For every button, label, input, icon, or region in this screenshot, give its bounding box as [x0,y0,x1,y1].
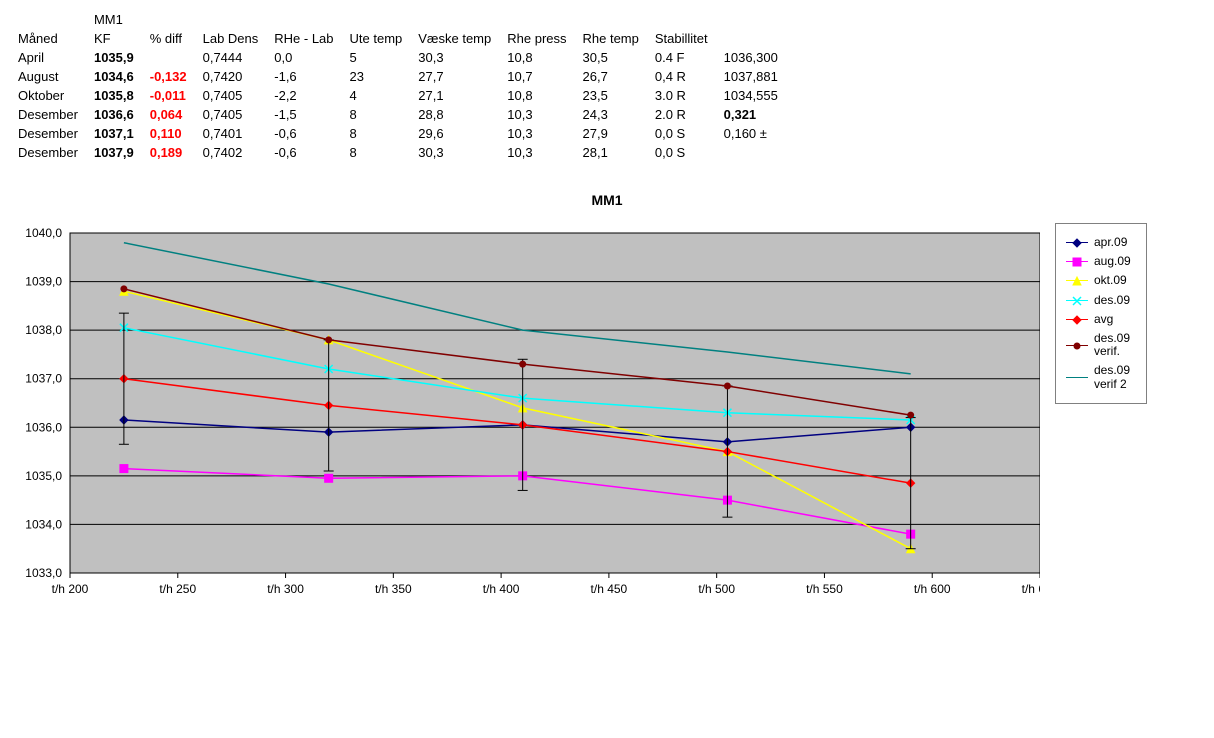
col-2: % diff [142,29,195,48]
col-9: Stabillitet [647,29,716,48]
svg-text:t/h 400: t/h 400 [483,582,520,596]
table-row: April1035,90,74440,0530,310,830,50.4 F10… [10,48,786,67]
table-row: Desember1037,10,1100,7401-0,6829,610,327… [10,124,786,143]
svg-text:1040,0: 1040,0 [25,226,62,240]
chart-title: MM1 [10,192,1204,208]
legend-item: aug.09 [1066,255,1136,268]
svg-text:1037,0: 1037,0 [25,372,62,386]
svg-text:t/h 450: t/h 450 [591,582,628,596]
legend-label: aug.09 [1094,255,1136,268]
svg-text:t/h 250: t/h 250 [159,582,196,596]
col-7: Rhe press [499,29,574,48]
legend-item: avg [1066,313,1136,326]
svg-text:t/h 500: t/h 500 [698,582,735,596]
svg-text:1038,0: 1038,0 [25,323,62,337]
data-table: MM1 MånedKF% diffLab DensRHe - LabUte te… [10,10,786,162]
col-0: Måned [10,29,86,48]
legend-item: okt.09 [1066,274,1136,287]
legend-item: des.09 [1066,294,1136,307]
svg-text:1039,0: 1039,0 [25,275,62,289]
legend-label: des.09 verif 2 [1094,364,1136,390]
svg-text:t/h 650: t/h 650 [1022,582,1040,596]
svg-text:t/h 300: t/h 300 [267,582,304,596]
table-row: Desember1037,90,1890,7402-0,6830,310,328… [10,143,786,162]
svg-text:1034,0: 1034,0 [25,517,62,531]
header-mm1: MM1 [86,10,142,29]
line-chart: 1033,0 1034,0 1035,0 1036,0 1037,0 1038,0 1039… [10,223,1040,603]
legend-label: avg [1094,313,1136,326]
svg-text:t/h 600: t/h 600 [914,582,951,596]
svg-text:t/h 350: t/h 350 [375,582,412,596]
table-row: Desember1036,60,0640,7405-1,5828,810,324… [10,105,786,124]
table-row: August1034,6-0,1320,7420-1,62327,710,726… [10,67,786,86]
legend-item: des.09 verif. [1066,332,1136,358]
svg-text:1036,0: 1036,0 [25,420,62,434]
col-10 [716,29,786,48]
chart-container: 1033,0 1034,0 1035,0 1036,0 1037,0 1038,0 1039… [10,223,1204,603]
svg-text:1035,0: 1035,0 [25,469,62,483]
legend-label: des.09 [1094,294,1136,307]
col-4: RHe - Lab [266,29,341,48]
col-5: Ute temp [342,29,411,48]
col-3: Lab Dens [195,29,267,48]
legend-item: apr.09 [1066,236,1136,249]
col-8: Rhe temp [575,29,647,48]
legend-item: des.09 verif 2 [1066,364,1136,390]
col-6: Væske temp [410,29,499,48]
table-row: Oktober1035,8-0,0110,7405-2,2427,110,823… [10,86,786,105]
legend-label: des.09 verif. [1094,332,1136,358]
legend-label: apr.09 [1094,236,1136,249]
svg-text:t/h 200: t/h 200 [52,582,89,596]
legend-label: okt.09 [1094,274,1136,287]
svg-text:1033,0: 1033,0 [25,566,62,580]
svg-text:t/h 550: t/h 550 [806,582,843,596]
col-1: KF [86,29,142,48]
chart-legend: apr.09 aug.09 okt.09 des.09 avg des.09 verif.… [1055,223,1147,404]
